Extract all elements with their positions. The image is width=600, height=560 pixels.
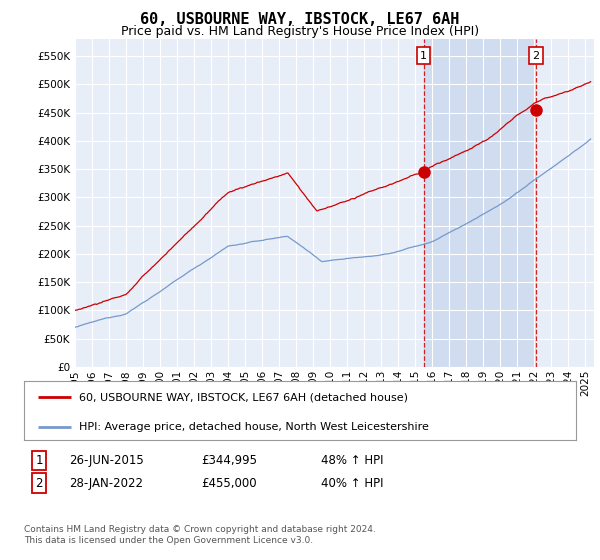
Text: Contains HM Land Registry data © Crown copyright and database right 2024.
This d: Contains HM Land Registry data © Crown c…: [24, 525, 376, 545]
Text: 1: 1: [420, 50, 427, 60]
Text: 48% ↑ HPI: 48% ↑ HPI: [321, 454, 383, 467]
Text: 28-JAN-2022: 28-JAN-2022: [69, 477, 143, 490]
Text: 26-JUN-2015: 26-JUN-2015: [69, 454, 144, 467]
Text: 1: 1: [35, 454, 43, 467]
Text: 2: 2: [532, 50, 539, 60]
Text: Price paid vs. HM Land Registry's House Price Index (HPI): Price paid vs. HM Land Registry's House …: [121, 25, 479, 38]
Text: 60, USBOURNE WAY, IBSTOCK, LE67 6AH: 60, USBOURNE WAY, IBSTOCK, LE67 6AH: [140, 12, 460, 27]
Text: 2: 2: [35, 477, 43, 490]
Text: 40% ↑ HPI: 40% ↑ HPI: [321, 477, 383, 490]
Text: 60, USBOURNE WAY, IBSTOCK, LE67 6AH (detached house): 60, USBOURNE WAY, IBSTOCK, LE67 6AH (det…: [79, 392, 408, 402]
Bar: [424, 39, 536, 367]
Text: HPI: Average price, detached house, North West Leicestershire: HPI: Average price, detached house, Nort…: [79, 422, 429, 432]
Text: £455,000: £455,000: [201, 477, 257, 490]
Text: £344,995: £344,995: [201, 454, 257, 467]
